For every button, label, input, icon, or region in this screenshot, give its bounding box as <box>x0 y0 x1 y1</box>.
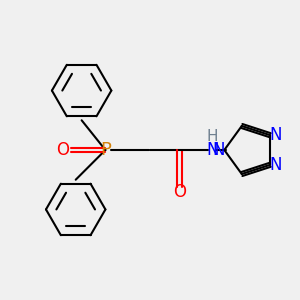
Text: N: N <box>269 156 282 174</box>
Text: N: N <box>213 141 225 159</box>
Text: N: N <box>206 141 219 159</box>
Text: H: H <box>207 129 218 144</box>
Text: O: O <box>56 141 69 159</box>
Text: O: O <box>173 183 186 201</box>
Text: N: N <box>269 126 282 144</box>
Text: P: P <box>100 141 111 159</box>
